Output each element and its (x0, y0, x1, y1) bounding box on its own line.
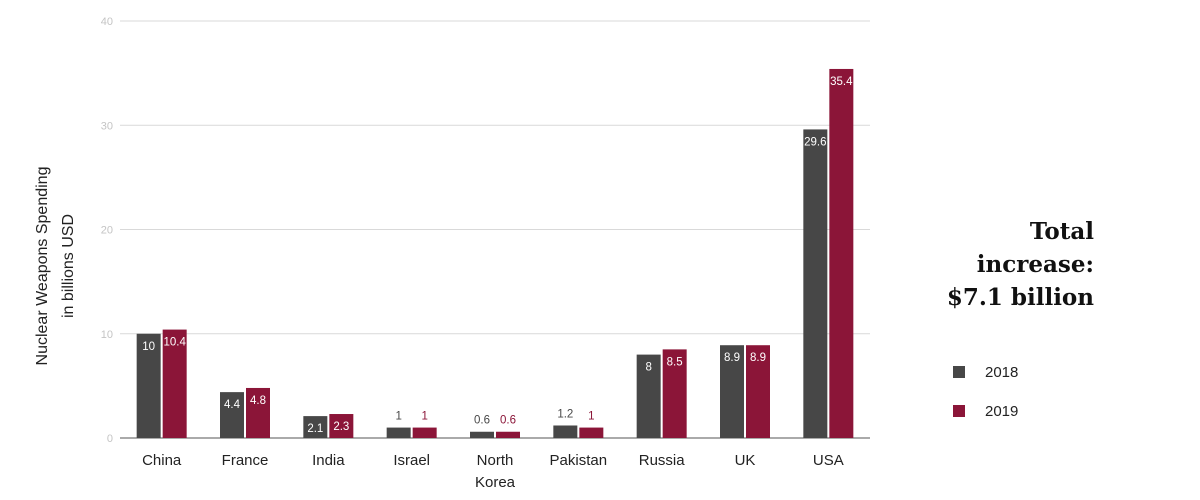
data-label: 1 (421, 411, 427, 423)
y-tick-label: 30 (101, 120, 113, 132)
data-label: 8.9 (724, 352, 740, 364)
bar-2018-pakistan (553, 425, 578, 438)
data-label: 10 (142, 341, 155, 353)
bar-2018-uk (720, 345, 744, 438)
y-tick-label: 40 (101, 16, 113, 28)
data-label: 35.4 (830, 76, 853, 88)
x-category-label: Korea (475, 474, 516, 491)
annotation-line-1: Total (1029, 218, 1094, 245)
x-category-label: North (477, 452, 514, 469)
data-label: 0.6 (474, 415, 490, 427)
bar-2019-uk (746, 345, 770, 438)
legend-item-2018: 2018 (953, 362, 1018, 382)
data-label: 8.5 (667, 356, 683, 368)
x-category-label: Russia (639, 452, 686, 469)
legend-label-2019: 2019 (985, 402, 1019, 420)
data-label: 4.8 (250, 395, 266, 407)
bar-2019-france (246, 387, 270, 438)
x-category-label: USA (813, 452, 844, 469)
bar-2019-china (162, 329, 187, 438)
annotation-line-3: $7.1 billion (946, 284, 1094, 311)
x-category-label: France (222, 452, 269, 469)
x-category-label: India (312, 452, 345, 469)
annotation-line-2: increase: (976, 251, 1094, 278)
bar-2018-india (303, 416, 328, 438)
bar-2019-india (329, 414, 354, 438)
total-increase-annotation: Total increase: $7.1 billion (854, 215, 1094, 314)
legend-item-2019: 2019 (953, 401, 1018, 421)
bar-chart: 0 10 20 30 40 Nuclear Weapons Spending in bill… (34, 16, 870, 491)
data-label: 1 (395, 411, 401, 423)
bar-2019-pakistan (579, 427, 604, 438)
bar-2019-israel (412, 427, 437, 438)
data-label: 2.1 (307, 423, 323, 435)
bar-2018-israel (386, 427, 411, 438)
data-label: 10.4 (163, 337, 186, 349)
bar-2018-france (220, 392, 244, 438)
y-tick-label: 20 (101, 225, 113, 237)
data-label: 0.6 (500, 415, 516, 427)
data-label: 8.9 (750, 352, 766, 364)
y-tick-label: 0 (107, 433, 113, 445)
bar-2018-north-korea (470, 431, 494, 438)
x-category-label: Israel (393, 452, 430, 469)
data-label: 4.4 (224, 399, 241, 411)
bar-2018-china (136, 333, 161, 438)
legend-label-2018: 2018 (985, 363, 1019, 381)
y-axis-title-line-1: Nuclear Weapons Spending (34, 167, 51, 366)
data-label: 1.2 (557, 408, 573, 420)
data-label: 8 (645, 362, 651, 374)
bar-2018-russia (636, 354, 661, 438)
bar-2019-north-korea (496, 431, 520, 438)
bar-2018-usa (803, 129, 828, 439)
y-tick-label: 10 (101, 329, 113, 341)
y-axis-title-line-2: in billions USD (60, 214, 77, 318)
data-label: 2.3 (333, 421, 349, 433)
data-label: 29.6 (804, 136, 826, 148)
legend-swatch-2019 (953, 405, 965, 417)
data-label: 1 (588, 411, 594, 423)
bar-2019-usa (829, 68, 854, 438)
bar-2019-russia (662, 349, 687, 438)
legend: 2018 2019 (953, 362, 1018, 440)
x-category-label: UK (735, 452, 756, 469)
x-category-label: Pakistan (550, 452, 608, 469)
x-category-label: China (142, 452, 182, 469)
legend-swatch-2018 (953, 366, 965, 378)
